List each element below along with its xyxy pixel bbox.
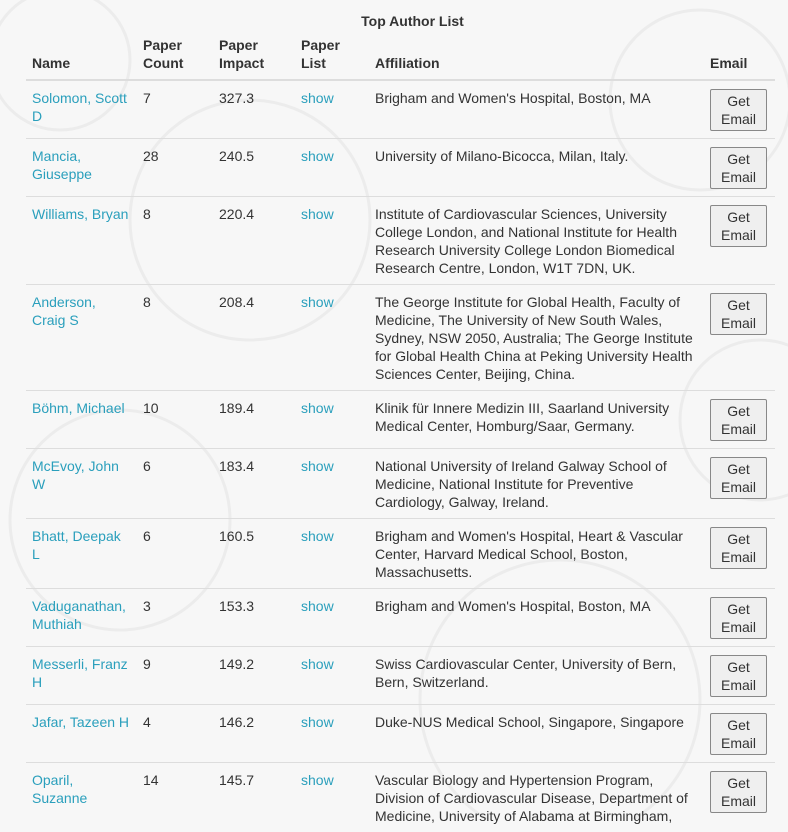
author-name-link[interactable]: Anderson, Craig S [32,294,96,328]
author-name-link[interactable]: Bhatt, Deepak L [32,528,121,562]
paper-count: 10 [137,391,213,449]
author-name-link[interactable]: Messerli, Franz H [32,656,128,690]
affiliation: Duke-NUS Medical School, Singapore, Sing… [369,705,704,763]
paper-impact: 149.2 [213,647,295,705]
show-paper-list-link[interactable]: show [301,772,334,788]
show-paper-list-link[interactable]: show [301,528,334,544]
affiliation: National University of Ireland Galway Sc… [369,449,704,519]
table-row: Vaduganathan, Muthiah 3 153.3 show Brigh… [26,589,775,647]
get-email-button[interactable]: Get Email [710,597,767,639]
table-row: Anderson, Craig S 8 208.4 show The Georg… [26,285,775,391]
paper-count: 9 [137,647,213,705]
get-email-button[interactable]: Get Email [710,89,767,131]
header-paper-count: Paper Count [137,32,213,80]
affiliation: Brigham and Women's Hospital, Heart & Va… [369,519,704,589]
header-paper-impact: Paper Impact [213,32,295,80]
paper-impact: 183.4 [213,449,295,519]
affiliation: University of Milano-Bicocca, Milan, Ita… [369,139,704,197]
paper-impact: 189.4 [213,391,295,449]
paper-impact: 160.5 [213,519,295,589]
get-email-button[interactable]: Get Email [710,457,767,499]
table-row: Williams, Bryan 8 220.4 show Institute o… [26,197,775,285]
table-row: Solomon, Scott D 7 327.3 show Brigham an… [26,80,775,139]
paper-impact: 327.3 [213,80,295,139]
header-paper-list: Paper List [295,32,369,80]
affiliation: Swiss Cardiovascular Center, University … [369,647,704,705]
paper-impact: 208.4 [213,285,295,391]
table-row: Mancia, Giuseppe 28 240.5 show Universit… [26,139,775,197]
affiliation: Brigham and Women's Hospital, Boston, MA [369,80,704,139]
get-email-button[interactable]: Get Email [710,293,767,335]
affiliation: Vascular Biology and Hypertension Progra… [369,763,704,832]
get-email-button[interactable]: Get Email [710,399,767,441]
author-name-link[interactable]: Böhm, Michael [32,400,125,416]
table-row: Oparil, Suzanne 14 145.7 show Vascular B… [26,763,775,832]
paper-impact: 153.3 [213,589,295,647]
table-header-row: Name Paper Count Paper Impact Paper List… [26,32,775,80]
table-title: Top Author List [26,12,775,32]
show-paper-list-link[interactable]: show [301,294,334,310]
header-affiliation: Affiliation [369,32,704,80]
paper-impact: 240.5 [213,139,295,197]
paper-count: 3 [137,589,213,647]
table-row: Messerli, Franz H 9 149.2 show Swiss Car… [26,647,775,705]
table-row: Jafar, Tazeen H 4 146.2 show Duke-NUS Me… [26,705,775,763]
table-row: Böhm, Michael 10 189.4 show Klinik für I… [26,391,775,449]
get-email-button[interactable]: Get Email [710,205,767,247]
table-row: McEvoy, John W 6 183.4 show National Uni… [26,449,775,519]
get-email-button[interactable]: Get Email [710,527,767,569]
show-paper-list-link[interactable]: show [301,458,334,474]
get-email-button[interactable]: Get Email [710,771,767,813]
author-name-link[interactable]: Oparil, Suzanne [32,772,87,806]
show-paper-list-link[interactable]: show [301,206,334,222]
show-paper-list-link[interactable]: show [301,656,334,672]
show-paper-list-link[interactable]: show [301,148,334,164]
affiliation: Institute of Cardiovascular Sciences, Un… [369,197,704,285]
author-table: Name Paper Count Paper Impact Paper List… [26,32,775,832]
paper-impact: 146.2 [213,705,295,763]
paper-count: 4 [137,705,213,763]
paper-count: 6 [137,449,213,519]
author-name-link[interactable]: Williams, Bryan [32,206,128,222]
show-paper-list-link[interactable]: show [301,90,334,106]
paper-count: 14 [137,763,213,832]
get-email-button[interactable]: Get Email [710,713,767,755]
paper-count: 28 [137,139,213,197]
header-name: Name [26,32,137,80]
paper-count: 8 [137,285,213,391]
get-email-button[interactable]: Get Email [710,655,767,697]
paper-impact: 145.7 [213,763,295,832]
paper-count: 6 [137,519,213,589]
author-name-link[interactable]: Vaduganathan, Muthiah [32,598,126,632]
affiliation: The George Institute for Global Health, … [369,285,704,391]
get-email-button[interactable]: Get Email [710,147,767,189]
affiliation: Klinik für Innere Medizin III, Saarland … [369,391,704,449]
paper-count: 7 [137,80,213,139]
author-name-link[interactable]: Mancia, Giuseppe [32,148,92,182]
table-row: Bhatt, Deepak L 6 160.5 show Brigham and… [26,519,775,589]
affiliation: Brigham and Women's Hospital, Boston, MA [369,589,704,647]
paper-impact: 220.4 [213,197,295,285]
author-name-link[interactable]: McEvoy, John W [32,458,119,492]
show-paper-list-link[interactable]: show [301,400,334,416]
show-paper-list-link[interactable]: show [301,714,334,730]
show-paper-list-link[interactable]: show [301,598,334,614]
author-name-link[interactable]: Solomon, Scott D [32,90,127,124]
paper-count: 8 [137,197,213,285]
author-table-container: Top Author List Name Paper Count Paper I… [26,0,775,832]
header-email: Email [704,32,775,80]
author-name-link[interactable]: Jafar, Tazeen H [32,714,129,730]
